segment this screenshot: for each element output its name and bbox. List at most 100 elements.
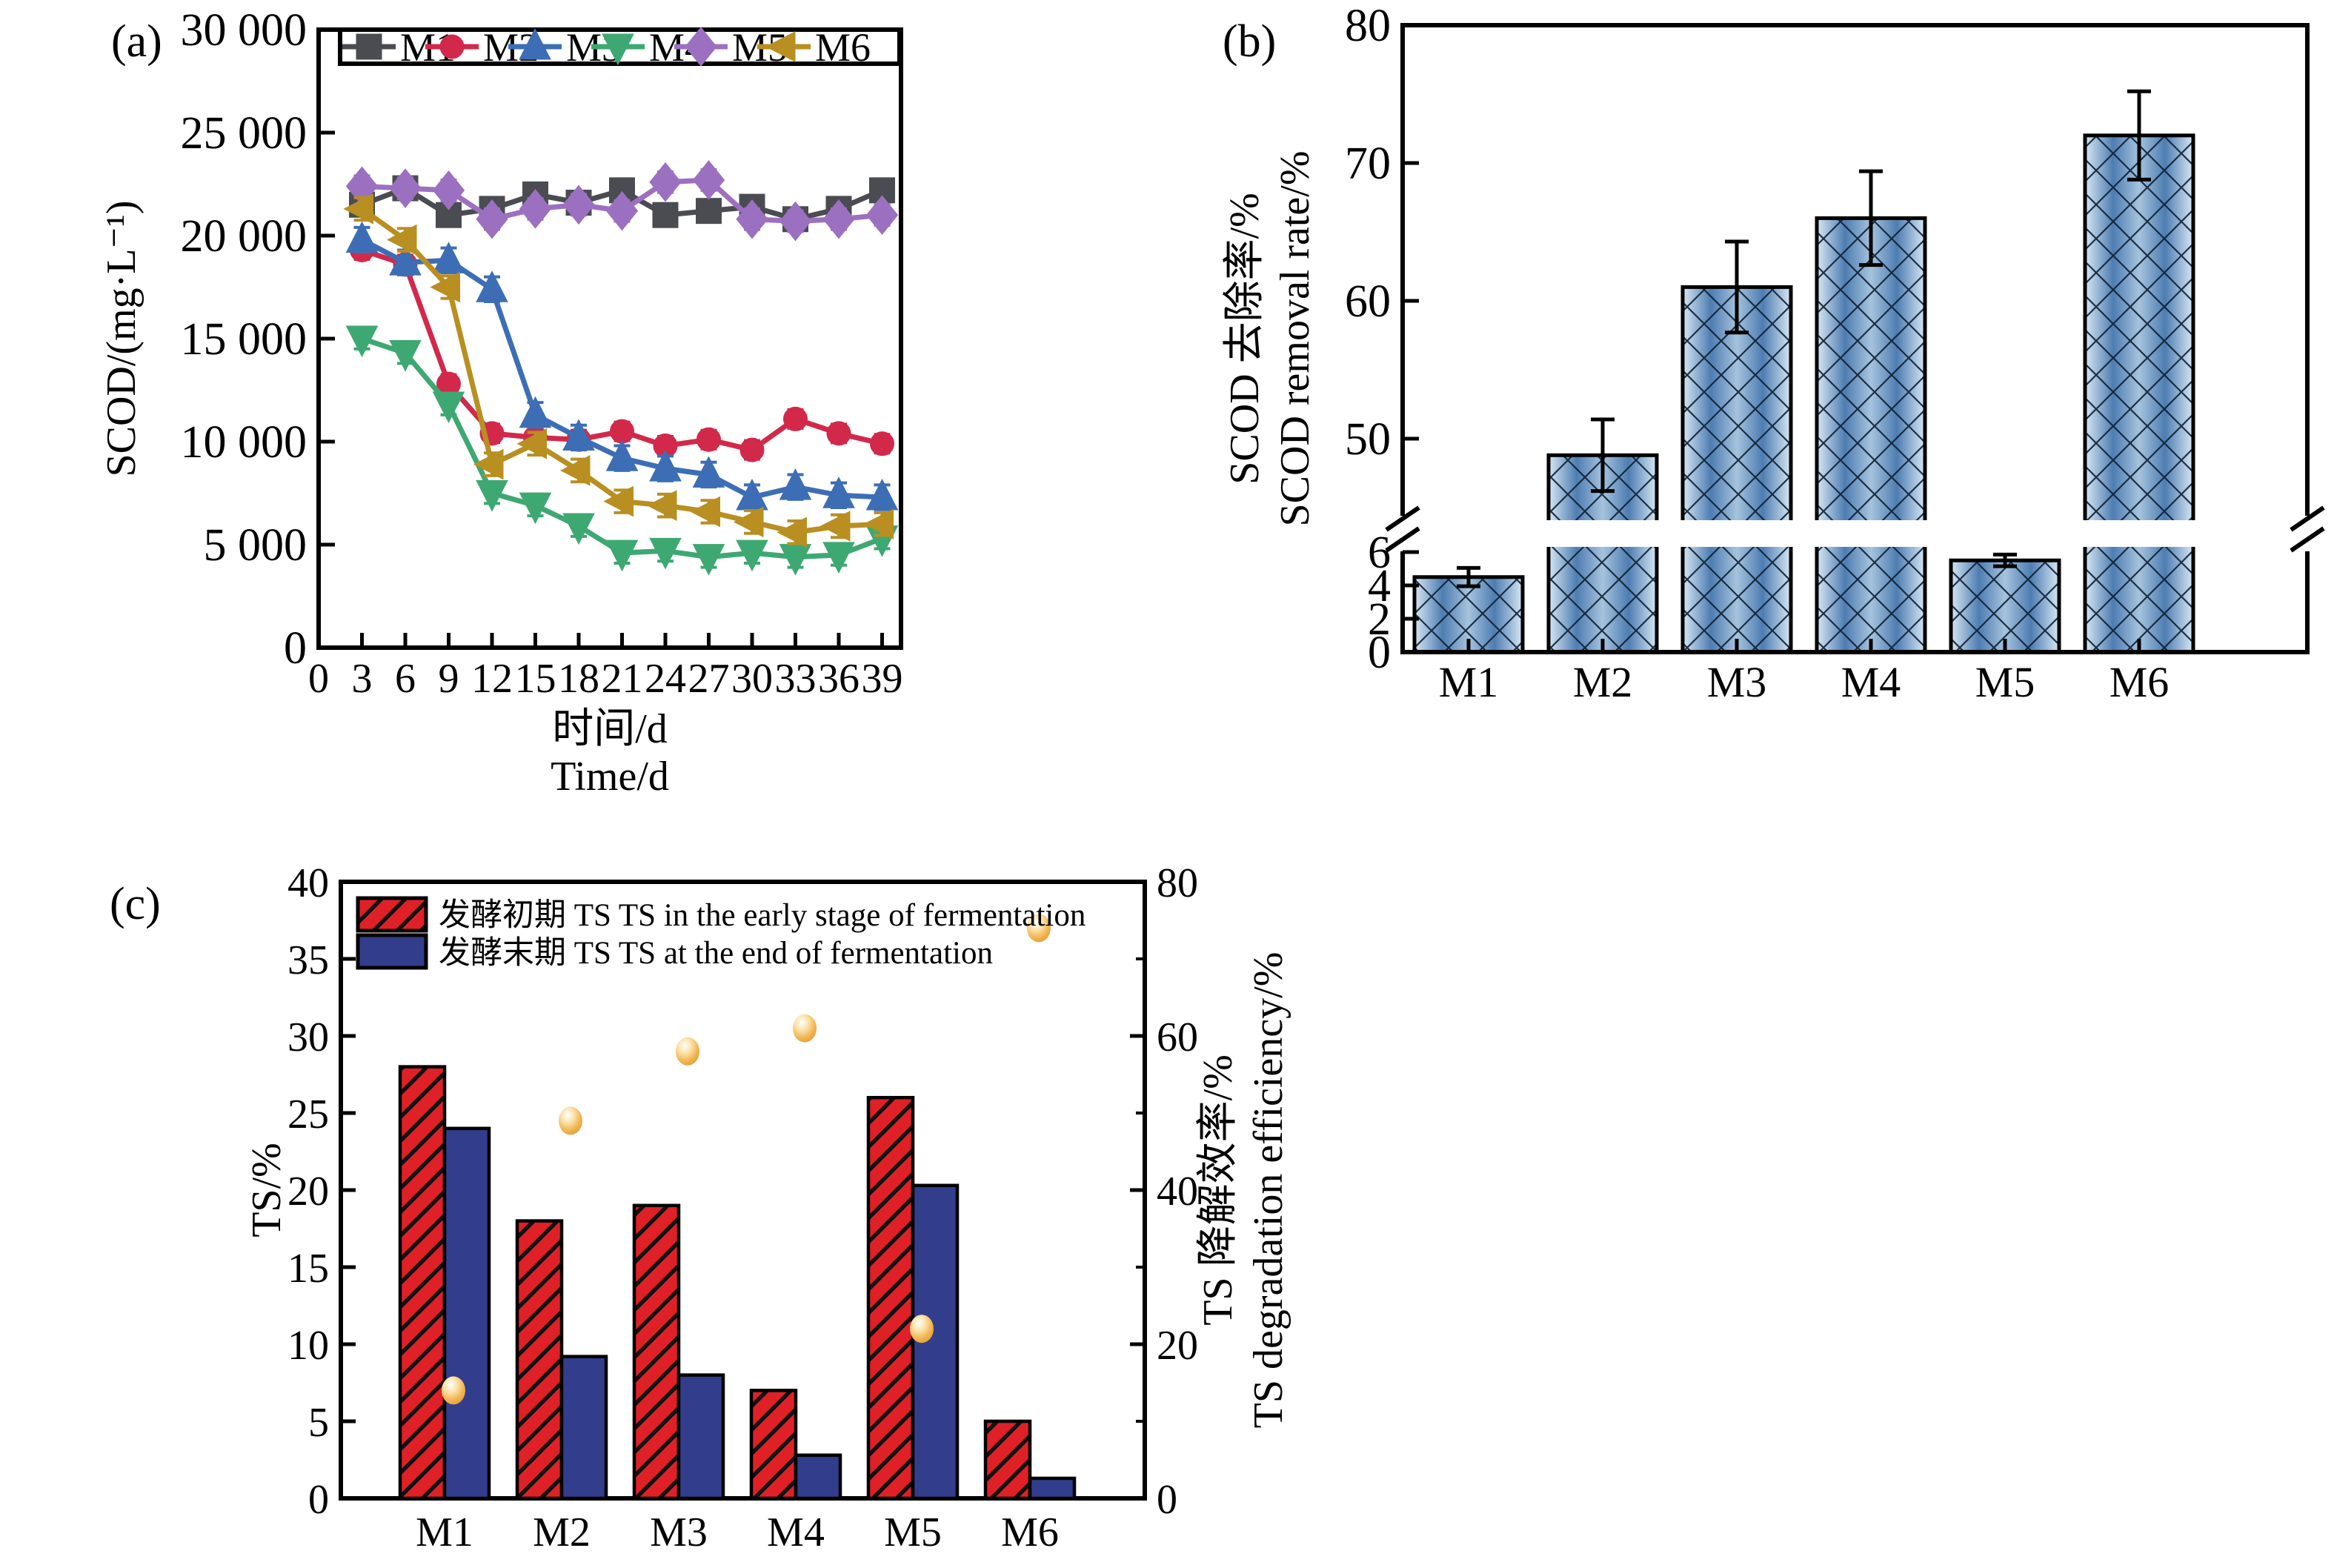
x-tick-label: 15 — [515, 656, 556, 702]
axis-ticks-c: 0 5 10 15 20 25 30 35 40 0 20 40 60 80 — [287, 860, 1198, 1523]
point-ts-degradation-M5 — [910, 1315, 934, 1343]
y-tick-label: 25 000 — [181, 108, 307, 159]
marker-triangle-left — [733, 506, 764, 538]
error-bar-M4 — [1859, 169, 1883, 268]
left-tick-label: 30 — [287, 1014, 329, 1060]
marker-triangle-down — [602, 33, 634, 66]
bar-group-M1 — [398, 1065, 491, 1501]
x-tick-label: 9 — [439, 656, 459, 702]
legend-item-M2: M2 — [425, 25, 539, 70]
marker-triangle-up — [692, 456, 725, 488]
x-tick-label: 0 — [308, 656, 329, 702]
panel-a-tag: (a) — [111, 16, 162, 67]
bar-group-M2 — [515, 1219, 608, 1501]
panel-b-y-axis-title-zh: SCOD 去除率/% — [1222, 193, 1268, 485]
marker-diamond — [736, 199, 768, 239]
bar-early-ts — [398, 1065, 447, 1501]
panel-c-left-axis-title: TS/% — [244, 1143, 290, 1238]
marker-square — [696, 198, 722, 225]
y-tick-label: 80 — [1345, 1, 1391, 51]
line-series-M3 — [345, 221, 899, 511]
line-series-M4 — [345, 325, 899, 576]
bar-group-M6 — [983, 1419, 1077, 1501]
left-tick-label: 25 — [287, 1092, 329, 1137]
panel-c-tag: (c) — [110, 879, 161, 929]
marker-triangle-left — [430, 271, 460, 303]
y-tick-label: 70 — [1345, 139, 1391, 189]
marker-square — [356, 33, 382, 60]
x-tick-label: 33 — [775, 656, 817, 702]
point-ts-degradation-M1 — [442, 1376, 465, 1405]
panel-a-x-axis-title-zh: 时间/d — [552, 706, 668, 752]
plot-frame-b — [1400, 23, 2310, 654]
marker-triangle-up — [865, 478, 899, 511]
marker-triangle-up — [345, 221, 379, 253]
x-category-label: M3 — [650, 1509, 708, 1555]
marker-diamond — [519, 189, 552, 229]
marker-square — [652, 202, 679, 228]
marker-triangle-left — [765, 31, 796, 62]
point-ts-degradation-M4 — [793, 1014, 817, 1043]
marker-triangle-up — [779, 468, 812, 500]
marker-triangle-down — [822, 542, 855, 574]
y-tick-label: 60 — [1345, 276, 1391, 327]
bar-early-ts — [515, 1219, 564, 1501]
marker-triangle-down — [605, 539, 639, 572]
bar-end-ts — [1028, 1476, 1077, 1501]
bar-end-ts — [676, 1373, 725, 1501]
y-tick-label: 10 000 — [181, 417, 307, 468]
bar-M3 — [1680, 285, 1793, 654]
x-category-label: M1 — [416, 1509, 473, 1555]
marker-diamond — [649, 162, 682, 202]
x-category-label: M5 — [884, 1509, 942, 1555]
line-series-M6 — [343, 193, 894, 548]
left-tick-label: 0 — [308, 1477, 329, 1523]
x-category-label: M5 — [1975, 658, 2035, 706]
right-tick-label: 40 — [1157, 1169, 1198, 1215]
series-line — [360, 207, 882, 535]
bar-M6 — [2083, 133, 2195, 654]
marker-triangle-down — [345, 325, 379, 358]
left-tick-label: 40 — [287, 860, 329, 906]
marker-triangle-down — [389, 339, 422, 372]
x-tick-label: 24 — [645, 656, 686, 702]
right-tick-label: 20 — [1157, 1323, 1198, 1369]
error-bar-M5 — [1993, 552, 2017, 568]
bar-early-ts — [983, 1419, 1032, 1501]
marker-triangle-up — [519, 27, 551, 60]
y-tick-label: 4 — [1368, 561, 1391, 611]
marker-triangle-left — [863, 508, 894, 540]
bar-end-ts — [794, 1453, 842, 1501]
x-tick-label: 12 — [471, 656, 513, 702]
marker-triangle-down — [779, 544, 812, 576]
marker-diamond — [605, 190, 639, 231]
panel-a-y-axis-title: SCOD/(mg·L⁻¹) — [99, 201, 144, 477]
marker-triangle-left — [777, 516, 807, 548]
marker-circle — [783, 406, 808, 431]
marker-triangle-down — [432, 391, 465, 424]
marker-triangle-left — [516, 428, 547, 459]
marker-diamond — [779, 201, 812, 242]
panel-c-legend-label-end: 发酵末期 TS TS at the end of fermentation — [439, 936, 993, 971]
marker-diamond — [692, 160, 725, 200]
marker-diamond — [389, 168, 422, 208]
marker-circle — [696, 427, 721, 452]
left-tick-label: 10 — [287, 1323, 329, 1369]
bar-hatch — [1683, 287, 1791, 652]
marker-circle — [826, 421, 851, 446]
marker-diamond — [822, 199, 855, 239]
right-tick-label: 80 — [1157, 860, 1198, 906]
right-tick-label: 60 — [1157, 1014, 1198, 1060]
x-category-label: M2 — [1573, 658, 1633, 706]
point-ts-degradation-M2 — [559, 1106, 582, 1135]
x-tick-label: 27 — [688, 656, 730, 702]
panel-a-x-axis-title-en: Time/d — [551, 754, 669, 800]
panel-b-tag: (b) — [1223, 16, 1276, 67]
panel-c-ts-bar-scatter-chart: 0 5 10 15 20 25 30 35 40 0 20 40 60 80 M1 M2 M3 M4 M5 M6 — [287, 860, 1198, 1555]
left-tick-label: 15 — [287, 1246, 329, 1292]
